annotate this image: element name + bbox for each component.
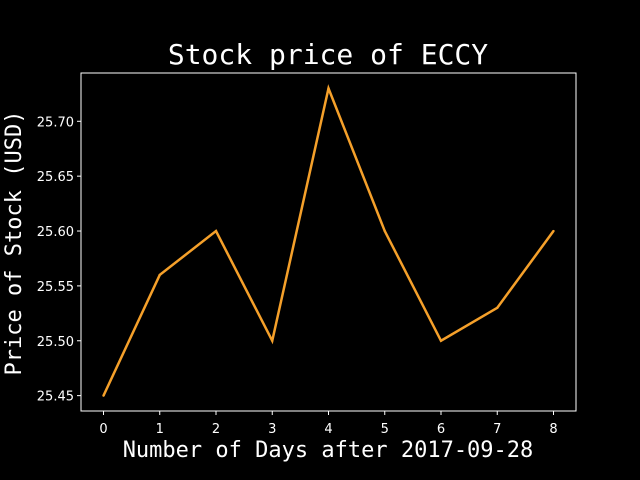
- x-tick-label: 8: [549, 422, 557, 437]
- data-point: [214, 229, 218, 233]
- x-tick-label: 0: [99, 422, 107, 437]
- y-tick-label: 25.45: [37, 390, 74, 405]
- data-point: [383, 229, 386, 233]
- plot-area: 0 1 2 3 4 5 6 7 8 25.45 25.50 25.55 25.60 25.65 25.70: [37, 72, 577, 437]
- x-tick-label: 6: [437, 422, 445, 437]
- y-tick-label: 25.50: [37, 335, 74, 350]
- data-point: [327, 87, 330, 90]
- x-tick-label: 2: [212, 422, 220, 437]
- x-tick-label: 4: [324, 422, 332, 437]
- x-tick-label: 5: [381, 422, 389, 437]
- data-point: [271, 339, 274, 342]
- y-tick-label: 25.65: [37, 170, 74, 185]
- x-tick-label: 3: [268, 422, 276, 437]
- y-tick-label: 25.70: [37, 115, 74, 130]
- chart-title: Stock price of ECCY: [168, 38, 488, 71]
- data-point: [158, 273, 161, 277]
- x-tick-label: 1: [156, 422, 164, 437]
- x-tick-label: 7: [493, 422, 501, 437]
- data-point: [552, 229, 555, 233]
- y-tick-label: 25.60: [37, 225, 74, 240]
- data-point: [439, 339, 443, 342]
- y-axis-label: Price of Stock (USD): [2, 111, 27, 376]
- x-axis-label: Number of Days after 2017-09-28: [123, 438, 534, 463]
- y-tick-label: 25.55: [37, 280, 74, 295]
- data-point: [102, 394, 105, 397]
- data-point: [496, 306, 499, 310]
